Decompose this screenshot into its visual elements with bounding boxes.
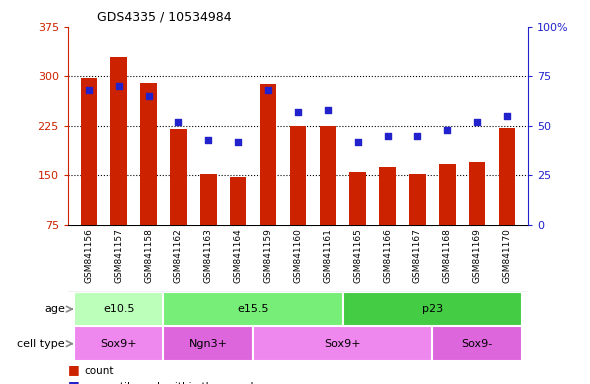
Text: ■: ■	[68, 363, 80, 376]
Text: GSM841170: GSM841170	[503, 228, 512, 283]
Point	[293, 109, 303, 115]
Bar	[349, 172, 366, 225]
Bar	[253, 326, 432, 361]
Point	[383, 132, 392, 139]
Bar	[439, 164, 455, 225]
Bar	[260, 84, 276, 225]
Point	[234, 139, 243, 145]
Text: GSM841157: GSM841157	[114, 228, 123, 283]
Text: Sox9+: Sox9+	[324, 339, 361, 349]
Point	[204, 137, 213, 143]
Bar	[320, 126, 336, 225]
Point	[173, 119, 183, 125]
Bar	[170, 129, 186, 225]
Text: count: count	[84, 366, 114, 376]
Point	[263, 87, 273, 93]
Text: GSM841161: GSM841161	[323, 228, 332, 283]
Bar	[74, 292, 163, 326]
Text: GSM841159: GSM841159	[264, 228, 273, 283]
Text: GSM841165: GSM841165	[353, 228, 362, 283]
Text: GSM841162: GSM841162	[174, 228, 183, 283]
Bar	[469, 162, 486, 225]
Point	[114, 83, 123, 89]
Text: GDS4335 / 10534984: GDS4335 / 10534984	[97, 10, 232, 23]
Text: Sox9-: Sox9-	[461, 339, 493, 349]
Text: p23: p23	[422, 304, 443, 314]
Text: e10.5: e10.5	[103, 304, 135, 314]
Text: age: age	[44, 304, 65, 314]
Text: GSM841166: GSM841166	[383, 228, 392, 283]
Point	[473, 119, 482, 125]
Point	[353, 139, 362, 145]
Bar	[163, 292, 343, 326]
Text: GSM841158: GSM841158	[144, 228, 153, 283]
Point	[144, 93, 153, 99]
Text: e15.5: e15.5	[237, 304, 269, 314]
Bar	[290, 126, 306, 225]
Bar	[230, 177, 247, 225]
Text: cell type: cell type	[17, 339, 65, 349]
Bar	[499, 128, 515, 225]
Bar	[81, 78, 97, 225]
Text: Ngn3+: Ngn3+	[189, 339, 228, 349]
Point	[84, 87, 93, 93]
Text: GSM841163: GSM841163	[204, 228, 213, 283]
Bar	[110, 56, 127, 225]
Bar	[74, 326, 163, 361]
Bar	[200, 174, 217, 225]
Point	[413, 132, 422, 139]
Text: GSM841164: GSM841164	[234, 228, 242, 283]
Text: percentile rank within the sample: percentile rank within the sample	[84, 382, 260, 384]
Text: GSM841156: GSM841156	[84, 228, 93, 283]
Bar	[140, 83, 157, 225]
Point	[503, 113, 512, 119]
Text: GSM841168: GSM841168	[443, 228, 452, 283]
Bar	[343, 292, 522, 326]
Text: GSM841160: GSM841160	[293, 228, 303, 283]
Bar	[432, 326, 522, 361]
Bar	[163, 326, 253, 361]
Point	[442, 127, 452, 133]
Text: ■: ■	[68, 379, 80, 384]
Text: GSM841169: GSM841169	[473, 228, 482, 283]
Bar	[379, 167, 396, 225]
Point	[323, 107, 333, 113]
Bar	[409, 174, 426, 225]
Text: Sox9+: Sox9+	[100, 339, 137, 349]
Text: GSM841167: GSM841167	[413, 228, 422, 283]
